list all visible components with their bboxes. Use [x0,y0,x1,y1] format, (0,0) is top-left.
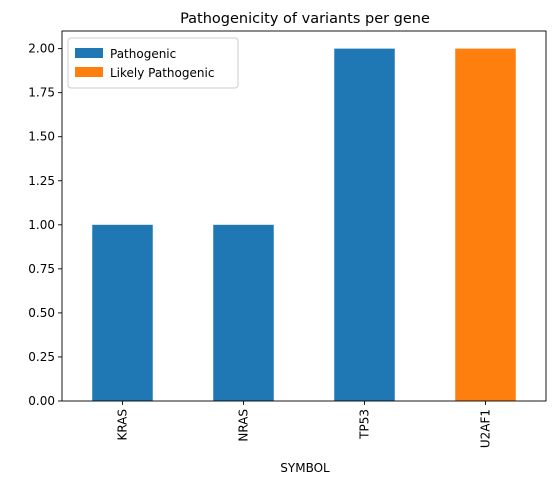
bars-group [92,48,516,401]
legend-label: Likely Pathogenic [110,66,214,80]
y-tick-label: 1.00 [28,218,55,232]
y-tick-label: 0.50 [28,306,55,320]
bar-kras-series-0 [92,224,153,401]
bar-tp53-series-0 [334,48,395,401]
y-tick-label: 0.25 [28,350,55,364]
x-axis-label: SYMBOL [280,461,330,475]
chart-title: Pathogenicity of variants per gene [180,11,430,27]
legend-swatch [75,48,103,58]
legend-box [67,37,239,89]
legend-swatch [75,67,103,77]
y-tick-label: 0.75 [28,262,55,276]
x-tick-label: U2AF1 [479,409,493,448]
legend-label: Pathogenic [110,47,176,61]
y-tick-label: 1.75 [28,86,55,100]
y-tick-label: 0.00 [28,394,55,408]
bar-u2af1-series-1 [455,48,516,401]
x-axis: KRAS NRAS TP53 U2AF1 [116,401,493,448]
y-axis: 0.00 0.25 0.50 0.75 1.00 1.25 1.50 1.75 2.00 [28,42,62,408]
x-tick-label: TP53 [358,409,372,440]
plot-frame [61,30,547,402]
y-tick-label: 1.25 [28,174,55,188]
legend: Pathogenic Likely Pathogenic [67,37,239,89]
x-tick-label: KRAS [116,409,130,441]
x-tick-label: NRAS [237,409,251,442]
y-tick-label: 2.00 [28,42,55,56]
y-tick-label: 1.50 [28,130,55,144]
bar-nras-series-0 [213,224,274,401]
